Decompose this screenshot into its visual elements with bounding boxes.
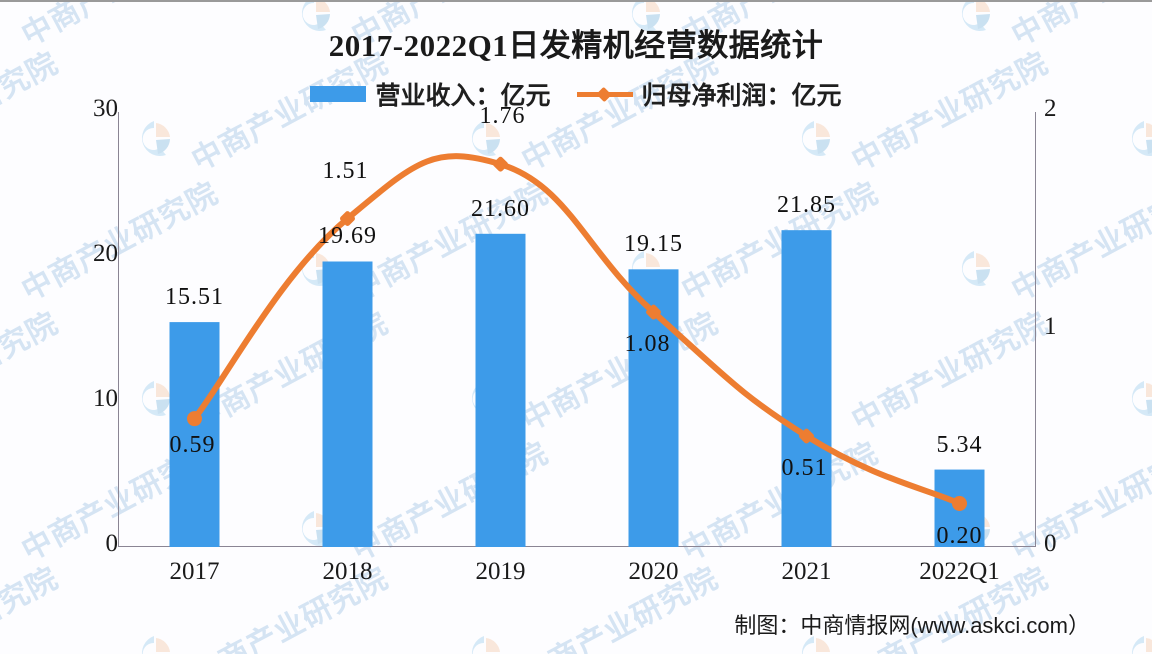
bar — [169, 322, 220, 547]
bar-value-label: 21.60 — [471, 195, 530, 222]
line-value-label: 0.20 — [936, 522, 983, 549]
line-marker — [493, 156, 508, 172]
legend-item-net-profit: 归母净利润：亿元 — [576, 76, 842, 112]
plot-area — [118, 112, 1036, 547]
chart-credit: 制图：中商情报网(www.askci.com） — [734, 613, 1090, 638]
chart-legend: 营业收入：亿元 归母净利润：亿元 — [0, 76, 1152, 112]
watermark-logo-icon — [0, 507, 6, 551]
watermark-logo-icon — [1132, 381, 1152, 417]
bar — [475, 233, 526, 547]
bar-value-label: 21.85 — [777, 192, 836, 219]
line-marker — [340, 211, 355, 227]
watermark-text: 中商产业研究院 — [0, 561, 64, 654]
line-value-label: 0.59 — [169, 431, 216, 458]
line-value-label: 1.08 — [624, 331, 671, 358]
axis-tick-left: 0 — [105, 530, 119, 557]
legend-item-revenue: 营业收入：亿元 — [310, 76, 551, 112]
axis-tick-x: 2021 — [781, 558, 832, 585]
legend-label-net-profit: 归母净利润：亿元 — [641, 82, 842, 110]
axis-tick-x: 2017 — [169, 558, 220, 585]
bar-value-label: 19.69 — [318, 223, 377, 250]
axis-tick-left: 30 — [93, 95, 118, 122]
legend-label-revenue: 营业收入：亿元 — [375, 82, 551, 110]
line-endpoint-marker — [187, 411, 202, 427]
axis-tick-left: 10 — [93, 385, 118, 412]
bar-value-label: 15.51 — [165, 284, 224, 311]
line-value-label: 0.51 — [781, 455, 828, 482]
chart-title: 2017-2022Q1日发精机经营数据统计 — [328, 28, 824, 63]
line-marker-swatch-icon — [576, 86, 633, 103]
axis-tick-right: 1 — [1044, 312, 1057, 340]
line-marker — [799, 428, 814, 444]
axis-tick-left: 20 — [93, 240, 118, 267]
watermark-logo-icon — [472, 636, 500, 654]
bar-swatch-icon — [310, 86, 367, 102]
line-value-label: 1.76 — [479, 103, 526, 130]
bar-value-label: 5.34 — [936, 431, 983, 458]
axis-tick-right: 0 — [1044, 530, 1057, 557]
bar — [322, 261, 373, 547]
watermark-logo-icon — [0, 247, 6, 291]
axis-tick-x: 2019 — [475, 558, 526, 585]
axis-tick-x: 2022Q1 — [919, 558, 1000, 585]
watermark-logo-icon — [1132, 121, 1152, 157]
bar — [781, 230, 832, 547]
axis-tick-x: 2020 — [628, 558, 679, 585]
axis-tick-right: 2 — [1044, 95, 1057, 122]
plot-svg — [118, 112, 1036, 547]
line-value-label: 1.51 — [322, 157, 369, 184]
line-endpoint-marker — [952, 496, 967, 511]
watermark-logo-icon — [1132, 636, 1152, 654]
bar-value-label: 19.15 — [624, 231, 683, 258]
line-marker — [646, 304, 661, 320]
watermark-text: 中商产业研究院 — [0, 306, 64, 438]
axis-tick-x: 2018 — [322, 558, 373, 585]
watermark-logo-icon — [142, 636, 170, 654]
